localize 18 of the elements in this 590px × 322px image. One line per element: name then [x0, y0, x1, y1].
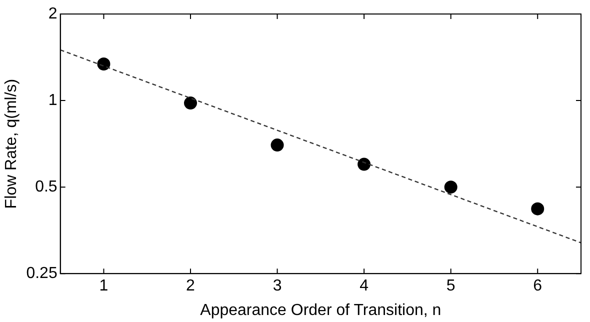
- point: [97, 57, 110, 70]
- y-tick-label: 2: [48, 5, 58, 22]
- x-tick-label: 1: [99, 278, 108, 295]
- point: [444, 180, 458, 194]
- x-tick-label: 5: [446, 278, 456, 295]
- x-axis-title: Appearance Order of Transition, n: [200, 302, 442, 319]
- y-tick-label: 0.25: [26, 265, 58, 282]
- y-tick-label: 0.5: [35, 178, 58, 196]
- x-tick-label: 4: [360, 278, 369, 295]
- point: [358, 158, 371, 171]
- y-axis-title: Flow Rate, q(ml/s): [3, 78, 20, 209]
- x-tick-label: 6: [533, 278, 542, 295]
- point: [531, 202, 544, 216]
- point: [270, 138, 284, 152]
- x-tick-label: 3: [272, 278, 282, 295]
- x-tick-label: 2: [186, 278, 196, 295]
- y-tick-label: 1: [48, 92, 58, 109]
- point: [184, 96, 198, 110]
